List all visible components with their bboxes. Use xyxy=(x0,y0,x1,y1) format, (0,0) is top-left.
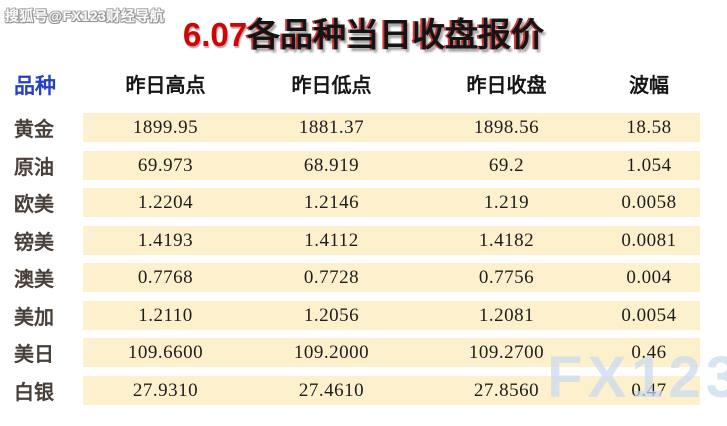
page-title: 6.07各品种当日收盘报价 xyxy=(0,8,727,56)
prev-high-value: 109.6600 xyxy=(83,338,248,367)
table-row: 白银 27.9310 27.4610 27.8560 0.47 xyxy=(0,375,727,405)
instrument-name: 美加 xyxy=(0,300,83,330)
table-header-row: 品种 昨日高点 昨日低点 昨日收盘 波幅 xyxy=(0,71,727,101)
header-instrument: 品种 xyxy=(14,74,56,98)
sohu-watermark: 搜狐号@FX123财经导航 xyxy=(5,8,165,24)
prev-close-value: 1898.56 xyxy=(415,113,598,142)
instrument-name: 黄金 xyxy=(0,113,83,142)
range-value: 1.054 xyxy=(598,150,700,180)
prev-low-value: 68.919 xyxy=(248,150,415,180)
quote-table: 黄金 1899.95 1881.37 1898.56 18.58 原油 69.9… xyxy=(0,113,727,413)
table-row: 澳美 0.7768 0.7728 0.7756 0.004 xyxy=(0,263,727,292)
header-prev-close: 昨日收盘 xyxy=(466,75,547,97)
prev-close-value: 1.219 xyxy=(415,188,598,217)
prev-close-value: 69.2 xyxy=(415,150,598,180)
prev-low-value: 1.2146 xyxy=(248,188,415,217)
instrument-name: 欧美 xyxy=(0,188,83,217)
header-prev-low: 昨日低点 xyxy=(291,75,372,97)
table-row: 美日 109.6600 109.2000 109.2700 0.46 xyxy=(0,338,727,367)
prev-high-value: 1.2204 xyxy=(83,188,248,217)
table-row: 欧美 1.2204 1.2146 1.219 0.0058 xyxy=(0,188,727,217)
prev-high-value: 1.4193 xyxy=(83,225,248,255)
range-value: 18.58 xyxy=(598,113,700,142)
prev-low-value: 109.2000 xyxy=(248,338,415,367)
prev-low-value: 1881.37 xyxy=(248,113,415,142)
range-value: 0.0081 xyxy=(598,225,700,255)
title-date: 6.07 xyxy=(182,16,248,53)
range-value: 0.0058 xyxy=(598,188,700,217)
title-text: 各品种当日收盘报价 xyxy=(247,18,545,54)
prev-low-value: 0.7728 xyxy=(248,263,415,292)
instrument-name: 澳美 xyxy=(0,263,83,292)
prev-high-value: 0.7768 xyxy=(83,263,248,292)
prev-close-value: 0.7756 xyxy=(415,263,598,292)
range-value: 0.46 xyxy=(598,338,700,367)
table-row: 原油 69.973 68.919 69.2 1.054 xyxy=(0,150,727,180)
prev-low-value: 1.2056 xyxy=(248,300,415,330)
prev-high-value: 1.2110 xyxy=(83,300,248,330)
prev-high-value: 1899.95 xyxy=(83,113,248,142)
prev-close-value: 1.2081 xyxy=(415,300,598,330)
table-row: 镑美 1.4193 1.4112 1.4182 0.0081 xyxy=(0,225,727,255)
prev-low-value: 1.4112 xyxy=(248,225,415,255)
prev-low-value: 27.4610 xyxy=(248,375,415,405)
prev-close-value: 109.2700 xyxy=(415,338,598,367)
range-value: 0.0054 xyxy=(598,300,700,330)
range-value: 0.47 xyxy=(598,375,700,405)
instrument-name: 镑美 xyxy=(0,225,83,255)
instrument-name: 原油 xyxy=(0,150,83,180)
table-row: 黄金 1899.95 1881.37 1898.56 18.58 xyxy=(0,113,727,142)
prev-close-value: 27.8560 xyxy=(415,375,598,405)
prev-high-value: 69.973 xyxy=(83,150,248,180)
prev-close-value: 1.4182 xyxy=(415,225,598,255)
instrument-name: 美日 xyxy=(0,338,83,367)
prev-high-value: 27.9310 xyxy=(83,375,248,405)
table-row: 美加 1.2110 1.2056 1.2081 0.0054 xyxy=(0,300,727,330)
header-range: 波幅 xyxy=(629,75,669,97)
header-prev-high: 昨日高点 xyxy=(125,75,206,97)
instrument-name: 白银 xyxy=(0,375,83,405)
range-value: 0.004 xyxy=(598,263,700,292)
